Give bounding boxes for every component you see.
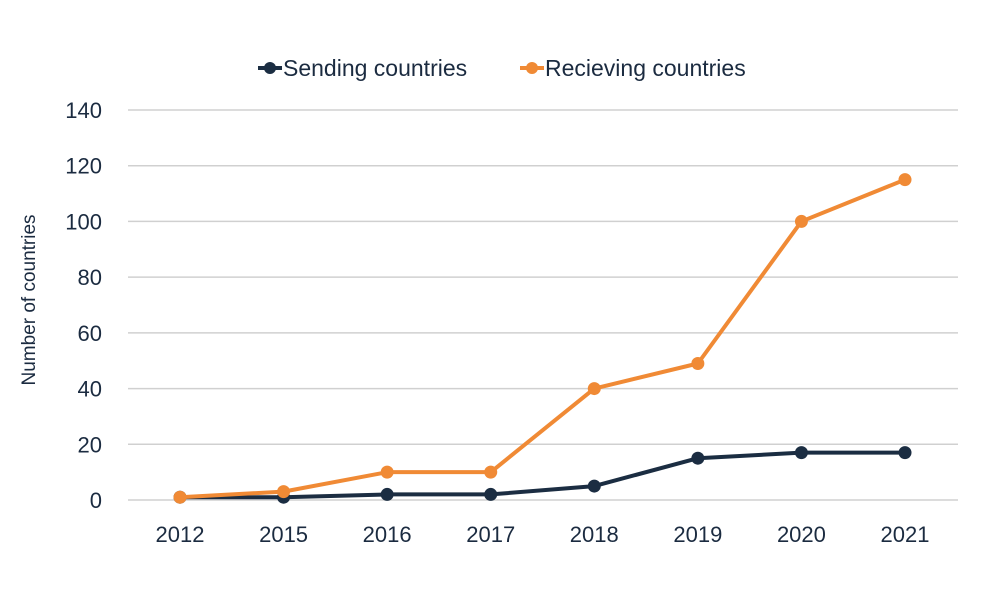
x-tick-label: 2020 xyxy=(777,522,826,547)
legend-label: Sending countries xyxy=(283,55,467,81)
data-point xyxy=(484,487,498,501)
y-axis-title: Number of countries xyxy=(19,214,40,385)
data-point xyxy=(898,446,912,460)
data-point xyxy=(898,173,912,187)
legend-label: Recieving countries xyxy=(545,55,746,81)
data-point xyxy=(794,446,808,460)
data-point xyxy=(173,490,187,504)
y-axis-ticks: 0 20 40 60 80 100 120 140 xyxy=(65,98,102,513)
data-point xyxy=(691,357,705,370)
data-point xyxy=(277,485,291,499)
x-tick-label: 2021 xyxy=(881,522,930,547)
y-tick-label: 60 xyxy=(78,321,102,346)
series-1 xyxy=(173,173,912,504)
legend-item-0: Sending countries xyxy=(258,55,467,81)
y-tick-label: 80 xyxy=(78,265,102,290)
series-lines xyxy=(173,173,912,504)
y-tick-label: 40 xyxy=(78,377,102,402)
series-line xyxy=(179,177,906,500)
series-line xyxy=(180,450,905,500)
gridlines xyxy=(128,109,958,501)
data-point xyxy=(380,465,394,479)
data-point xyxy=(380,487,394,501)
legend: Sending countries Recieving countries xyxy=(258,55,746,81)
legend-marker-icon xyxy=(264,62,276,74)
x-tick-label: 2012 xyxy=(156,522,205,547)
y-tick-label: 140 xyxy=(65,98,102,123)
data-point xyxy=(587,382,601,396)
y-tick-label: 120 xyxy=(65,154,102,179)
x-tick-label: 2018 xyxy=(570,522,619,547)
x-tick-label: 2017 xyxy=(466,522,515,547)
y-tick-label: 100 xyxy=(65,209,102,234)
x-tick-label: 2015 xyxy=(259,522,308,547)
data-point xyxy=(794,214,808,228)
y-tick-label: 0 xyxy=(90,488,102,513)
legend-marker-icon xyxy=(526,62,538,74)
y-tick-label: 20 xyxy=(78,432,102,457)
data-point xyxy=(587,479,601,493)
x-axis-ticks: 2012 2015 2016 2017 2018 2019 2020 2021 xyxy=(156,522,930,547)
x-tick-label: 2019 xyxy=(673,522,722,547)
x-tick-label: 2016 xyxy=(363,522,412,547)
data-point xyxy=(691,451,705,465)
legend-item-1: Recieving countries xyxy=(520,55,746,81)
data-point xyxy=(484,465,498,479)
